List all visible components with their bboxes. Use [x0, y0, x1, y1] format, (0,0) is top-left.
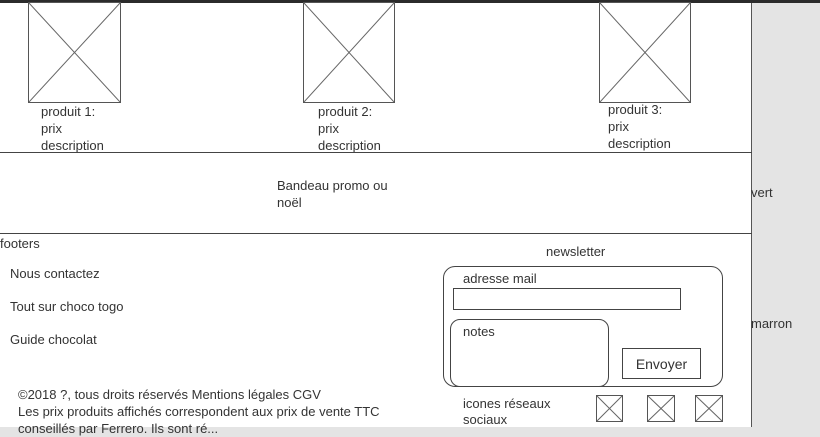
side-label-green: vert [751, 185, 773, 200]
footer-copyright-line2: Les prix produits affichés correspondent… [18, 404, 380, 419]
newsletter-notes-field[interactable] [450, 319, 609, 387]
product-2-image-placeholder [303, 2, 395, 103]
social-icon-1-placeholder[interactable] [596, 395, 623, 422]
newsletter-send-button[interactable]: Envoyer [622, 348, 701, 379]
product-3-image-placeholder [599, 2, 691, 103]
footer-link-guide[interactable]: Guide chocolat [10, 332, 97, 347]
social-icon-2-placeholder[interactable] [647, 395, 675, 422]
footer-link-about[interactable]: Tout sur choco togo [10, 299, 124, 314]
promo-banner-text-line2: noël [277, 195, 302, 210]
newsletter-email-input[interactable] [453, 288, 681, 310]
product-1-description: description [41, 138, 104, 153]
product-1-price: prix [41, 121, 62, 136]
newsletter-email-label: adresse mail [463, 271, 537, 286]
product-3-description: description [608, 136, 671, 151]
social-icon-3-placeholder[interactable] [695, 395, 723, 422]
product-2-name: produit 2: [318, 104, 373, 119]
product-2-price: prix [318, 121, 339, 136]
product-2-description: description [318, 138, 381, 153]
product-3-name: produit 3: [608, 102, 663, 117]
promo-banner-text-line1: Bandeau promo ou [277, 178, 388, 193]
newsletter-title: newsletter [546, 244, 606, 259]
footer-link-contact[interactable]: Nous contactez [10, 266, 100, 281]
side-label-brown: marron [751, 316, 793, 331]
footer-title: footers [0, 236, 40, 251]
window-top-bar [0, 0, 820, 3]
newsletter-notes-label: notes [463, 324, 495, 339]
product-3-price: prix [608, 119, 629, 134]
social-label-line2: sociaux [463, 412, 508, 427]
product-1-name: produit 1: [41, 104, 96, 119]
products-divider [0, 152, 752, 153]
footer-copyright-line1: ©2018 ?, tous droits réservés Mentions l… [18, 387, 321, 402]
footer-copyright-line3: conseillés par Ferrero. Ils sont ré... [18, 421, 219, 436]
banner-divider [0, 233, 752, 234]
product-1-image-placeholder [28, 2, 121, 103]
social-label-line1: icones réseaux [463, 396, 551, 411]
